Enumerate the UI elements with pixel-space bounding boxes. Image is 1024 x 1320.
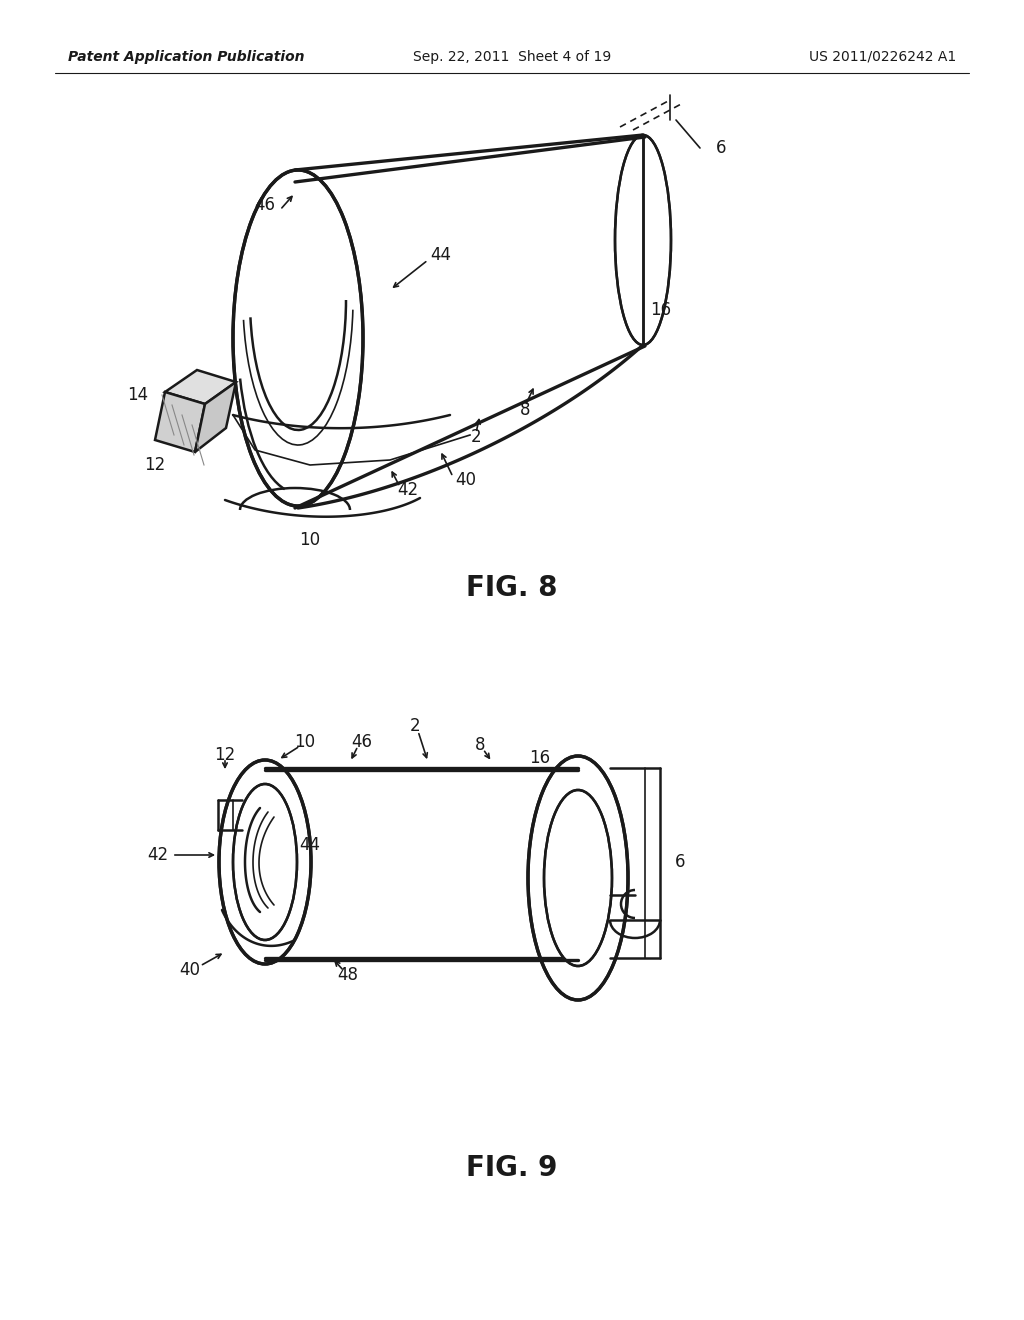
Polygon shape	[220, 770, 580, 958]
Text: 44: 44	[430, 246, 451, 264]
Ellipse shape	[233, 784, 297, 940]
Text: 46: 46	[255, 195, 275, 214]
Text: 14: 14	[127, 385, 148, 404]
Text: 12: 12	[144, 455, 166, 474]
Polygon shape	[155, 392, 205, 451]
Ellipse shape	[528, 756, 628, 1001]
Text: 10: 10	[299, 531, 321, 549]
Text: 8: 8	[475, 737, 485, 754]
Text: US 2011/0226242 A1: US 2011/0226242 A1	[809, 50, 956, 63]
Text: 8: 8	[520, 401, 530, 418]
Text: 16: 16	[650, 301, 671, 319]
Text: FIG. 9: FIG. 9	[466, 1154, 558, 1181]
Text: Patent Application Publication: Patent Application Publication	[68, 50, 304, 63]
Ellipse shape	[544, 789, 612, 966]
Text: 42: 42	[146, 846, 168, 865]
Polygon shape	[165, 370, 236, 404]
Text: 46: 46	[351, 733, 373, 751]
Text: 48: 48	[338, 966, 358, 983]
Text: Sep. 22, 2011  Sheet 4 of 19: Sep. 22, 2011 Sheet 4 of 19	[413, 50, 611, 63]
Ellipse shape	[233, 170, 362, 506]
Text: 12: 12	[214, 746, 236, 764]
Text: 42: 42	[397, 480, 419, 499]
Text: FIG. 8: FIG. 8	[466, 574, 558, 602]
Text: 40: 40	[455, 471, 476, 488]
Text: 16: 16	[529, 748, 551, 767]
Text: 44: 44	[299, 836, 321, 854]
Text: 2: 2	[410, 717, 420, 735]
Ellipse shape	[615, 135, 671, 345]
Text: 6: 6	[675, 853, 685, 871]
Text: 40: 40	[179, 961, 201, 979]
Text: 10: 10	[295, 733, 315, 751]
Ellipse shape	[219, 760, 311, 964]
Text: 6: 6	[716, 139, 726, 157]
Polygon shape	[195, 381, 236, 451]
Text: 2: 2	[471, 428, 481, 446]
